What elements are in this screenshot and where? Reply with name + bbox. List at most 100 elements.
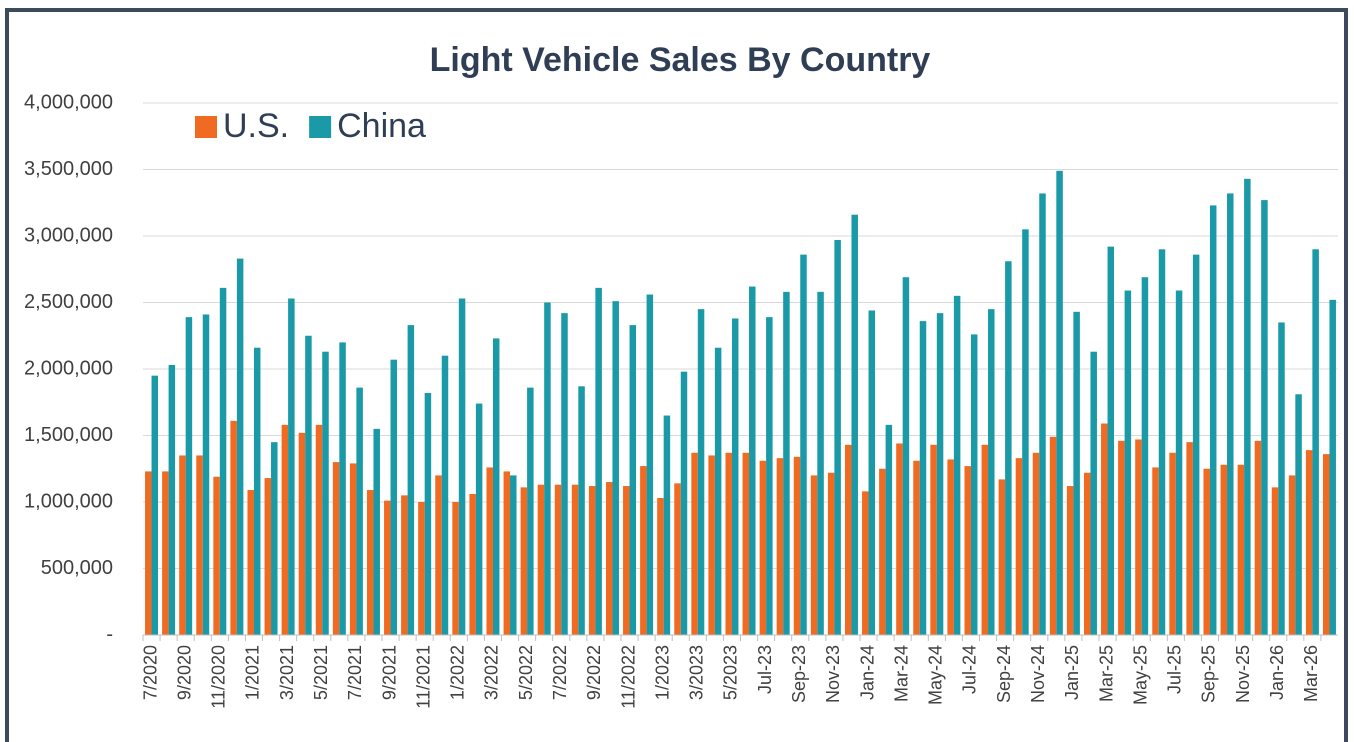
bar (1237, 464, 1245, 635)
bar (1169, 452, 1176, 635)
bar (1312, 249, 1319, 636)
bar (578, 386, 585, 635)
bar (271, 442, 278, 635)
bar (697, 309, 705, 635)
bar (520, 487, 528, 635)
x-tick-label: 11/2020 (209, 645, 229, 709)
bar (902, 277, 910, 635)
bar (571, 484, 579, 635)
y-tick-label: 1,500,000 (24, 424, 113, 446)
bar (401, 495, 408, 635)
bar (1278, 322, 1285, 635)
x-tick-label: Sep-24 (994, 645, 1014, 703)
x-tick-label: Nov-24 (1028, 645, 1048, 703)
bar (930, 444, 937, 635)
bar (1158, 249, 1166, 636)
x-tick-label: 7/2022 (550, 645, 570, 700)
bar (145, 471, 152, 635)
x-tick-label: 3/2022 (482, 645, 502, 700)
bar (947, 459, 954, 635)
y-tick-label: 2,000,000 (24, 357, 113, 379)
x-tick-label: Sep-23 (789, 645, 809, 703)
x-tick-label: Jan-26 (1267, 645, 1287, 700)
bar (554, 484, 562, 635)
x-tick-label: 11/2022 (618, 645, 638, 709)
bar (776, 458, 784, 635)
bar (236, 258, 244, 635)
bar (708, 455, 715, 635)
legend-label: U.S. (223, 107, 289, 145)
bar (885, 424, 893, 635)
bar (1329, 299, 1336, 635)
bar (390, 359, 398, 635)
bar (1192, 254, 1200, 635)
bar (759, 460, 767, 635)
bar (179, 455, 186, 635)
x-tick-label: 1/2021 (243, 645, 263, 700)
bar (674, 483, 681, 635)
bar (1152, 467, 1159, 635)
bar (810, 475, 818, 635)
x-tick-label: 1/2022 (448, 645, 468, 700)
bar (1288, 475, 1296, 635)
bar (913, 460, 920, 635)
bar (288, 298, 295, 635)
bar (1124, 290, 1132, 635)
x-tick-label: Nov-25 (1233, 645, 1253, 703)
bar (1295, 394, 1302, 635)
x-tick-label: Mar-26 (1301, 645, 1321, 702)
bar (168, 365, 176, 635)
x-tick-label: 5/2023 (721, 645, 741, 700)
bar (623, 486, 630, 635)
x-tick-label: Jul-23 (755, 645, 775, 694)
bar (964, 466, 971, 635)
bar (264, 478, 272, 635)
bar (537, 484, 545, 635)
x-tick-label: 5/2022 (516, 645, 536, 700)
bar (384, 500, 391, 635)
bar (339, 342, 346, 635)
bar (1175, 290, 1183, 635)
bar (970, 334, 978, 635)
x-tick-label: Nov-23 (823, 645, 843, 703)
bar (793, 456, 801, 635)
bar (1039, 193, 1046, 635)
bar (953, 295, 961, 635)
bar (247, 490, 254, 635)
bar (486, 467, 493, 635)
x-tick-label: 9/2022 (584, 645, 604, 700)
bar (1261, 200, 1268, 635)
bar (469, 494, 476, 635)
bar (1083, 472, 1091, 635)
legend-swatch (309, 116, 332, 138)
bar (1107, 246, 1115, 635)
x-tick-label: 9/2021 (379, 645, 399, 700)
bar (253, 347, 261, 635)
bar (936, 313, 944, 635)
bar (492, 338, 500, 635)
bar (230, 420, 237, 635)
legend-swatch (195, 116, 217, 138)
bar (1118, 440, 1125, 635)
bar (305, 335, 312, 635)
bar (629, 325, 637, 635)
bar (544, 302, 551, 635)
x-tick-label: 1/2023 (652, 645, 672, 700)
bar (1271, 487, 1279, 635)
bar (742, 452, 750, 635)
bar (151, 375, 159, 635)
bar (605, 482, 613, 635)
bar (663, 415, 671, 635)
bar (851, 214, 858, 635)
bar (725, 452, 732, 635)
bar (1032, 452, 1040, 635)
bar (435, 475, 442, 635)
bar (817, 291, 824, 635)
bar (834, 239, 841, 636)
bar (407, 325, 415, 635)
x-tick-label: Jul-25 (1165, 645, 1185, 694)
y-tick-label: 1,000,000 (24, 490, 113, 512)
bar (366, 490, 374, 635)
bar (800, 254, 807, 635)
